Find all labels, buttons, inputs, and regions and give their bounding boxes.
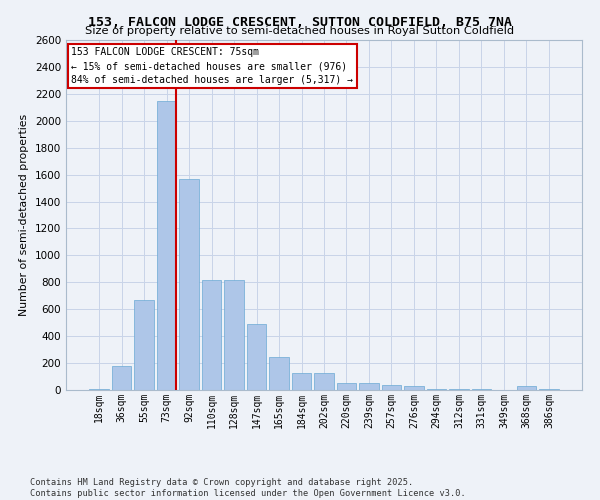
Bar: [292, 372, 311, 390]
Bar: [202, 280, 221, 390]
Bar: [269, 357, 289, 390]
Bar: [382, 386, 401, 390]
Y-axis label: Number of semi-detached properties: Number of semi-detached properties: [19, 114, 29, 316]
Bar: [359, 382, 379, 390]
Bar: [157, 100, 176, 390]
Text: Size of property relative to semi-detached houses in Royal Sutton Coldfield: Size of property relative to semi-detach…: [85, 26, 515, 36]
Bar: [517, 386, 536, 390]
Bar: [314, 372, 334, 390]
Bar: [179, 178, 199, 390]
Bar: [134, 300, 154, 390]
Bar: [427, 388, 446, 390]
Bar: [404, 386, 424, 390]
Bar: [112, 366, 131, 390]
Bar: [224, 280, 244, 390]
Bar: [89, 388, 109, 390]
Bar: [337, 382, 356, 390]
Bar: [247, 324, 266, 390]
Text: 153 FALCON LODGE CRESCENT: 75sqm
← 15% of semi-detached houses are smaller (976): 153 FALCON LODGE CRESCENT: 75sqm ← 15% o…: [71, 47, 353, 85]
Text: 153, FALCON LODGE CRESCENT, SUTTON COLDFIELD, B75 7NA: 153, FALCON LODGE CRESCENT, SUTTON COLDF…: [88, 16, 512, 29]
Text: Contains HM Land Registry data © Crown copyright and database right 2025.
Contai: Contains HM Land Registry data © Crown c…: [30, 478, 466, 498]
